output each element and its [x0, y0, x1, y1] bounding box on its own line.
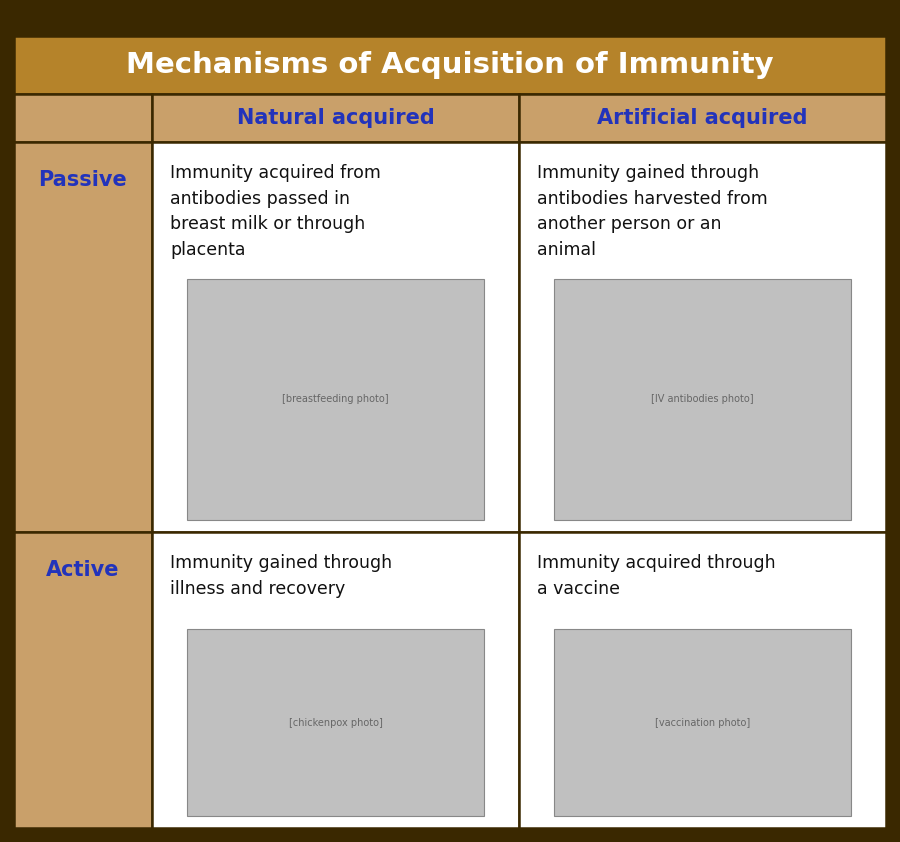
- Bar: [152, 142, 519, 532]
- Bar: [187, 279, 484, 520]
- Text: [vaccination photo]: [vaccination photo]: [655, 717, 750, 727]
- Bar: [554, 629, 851, 816]
- Text: Active: Active: [46, 560, 120, 580]
- Text: [breastfeeding photo]: [breastfeeding photo]: [283, 395, 389, 404]
- Bar: [554, 279, 851, 520]
- Bar: [519, 94, 886, 142]
- Bar: [14, 142, 152, 532]
- Bar: [14, 532, 152, 828]
- Text: Immunity acquired through
a vaccine: Immunity acquired through a vaccine: [537, 554, 776, 598]
- Text: Passive: Passive: [39, 170, 128, 190]
- Text: Artificial acquired: Artificial acquired: [598, 108, 808, 128]
- Text: Immunity gained through
antibodies harvested from
another person or an
animal: Immunity gained through antibodies harve…: [537, 164, 768, 259]
- Text: Immunity acquired from
antibodies passed in
breast milk or through
placenta: Immunity acquired from antibodies passed…: [170, 164, 381, 259]
- Bar: [14, 94, 152, 142]
- Text: Immunity gained through
illness and recovery: Immunity gained through illness and reco…: [170, 554, 392, 598]
- Text: [chickenpox photo]: [chickenpox photo]: [289, 717, 382, 727]
- Bar: [152, 532, 519, 828]
- Text: Mechanisms of Acquisition of Immunity: Mechanisms of Acquisition of Immunity: [126, 51, 774, 79]
- Bar: [519, 532, 886, 828]
- Bar: [14, 36, 886, 94]
- Bar: [152, 94, 519, 142]
- Text: [IV antibodies photo]: [IV antibodies photo]: [652, 395, 754, 404]
- Bar: [187, 629, 484, 816]
- Text: Natural acquired: Natural acquired: [237, 108, 435, 128]
- Bar: [519, 142, 886, 532]
